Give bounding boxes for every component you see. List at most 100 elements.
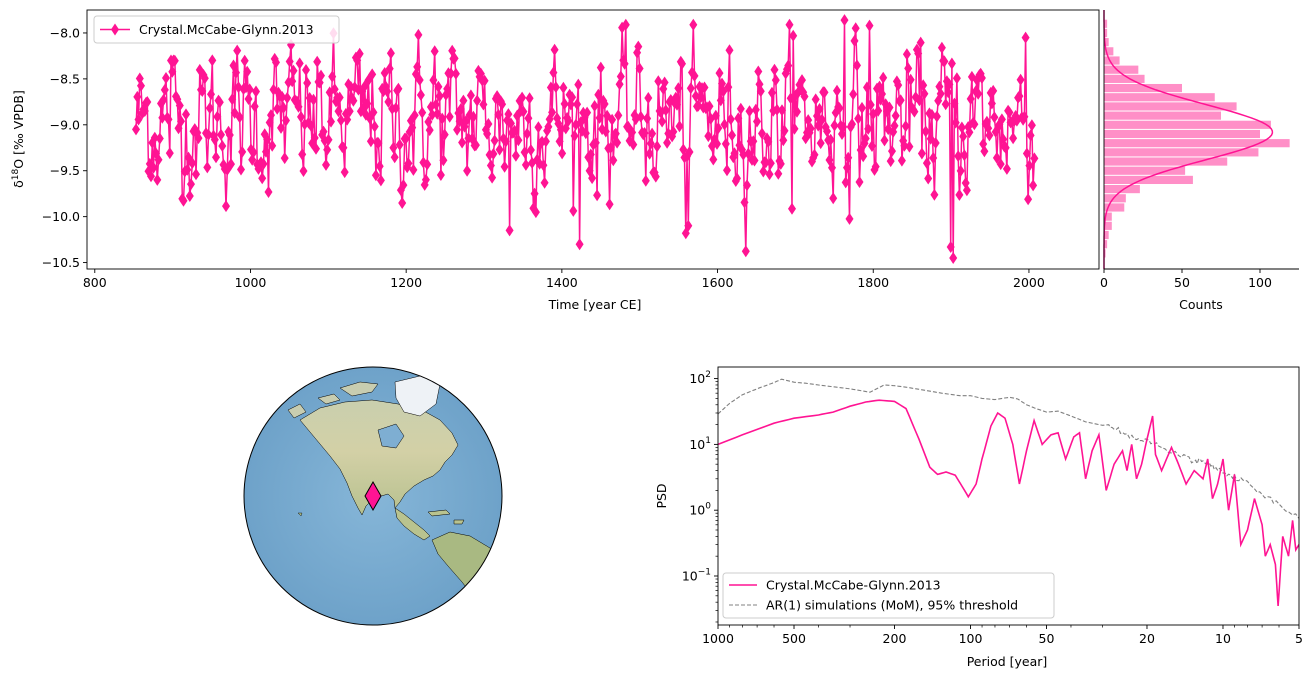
- data-point-marker: [629, 138, 638, 151]
- data-point-marker: [750, 154, 759, 167]
- data-point-marker: [733, 172, 741, 185]
- data-point-marker: [514, 134, 523, 147]
- data-point-marker: [595, 111, 604, 124]
- data-point-marker: [384, 95, 393, 108]
- data-point-marker: [894, 79, 903, 92]
- histogram-bar: [1104, 120, 1271, 129]
- data-point-marker: [785, 18, 794, 31]
- globe-outline: [243, 366, 503, 626]
- histogram-bar: [1104, 221, 1112, 230]
- data-point-marker: [295, 57, 304, 70]
- data-point-marker: [1005, 106, 1014, 119]
- data-point-marker: [885, 101, 894, 114]
- data-point-marker: [263, 133, 272, 146]
- data-point-marker: [459, 94, 468, 107]
- data-point-marker: [456, 103, 465, 115]
- psd-ar1-threshold-line: [718, 378, 1299, 519]
- data-point-marker: [225, 129, 234, 141]
- histogram-bar: [1104, 185, 1140, 194]
- data-point-marker: [974, 87, 983, 100]
- data-point-marker: [249, 146, 258, 159]
- data-point-marker: [941, 98, 950, 111]
- data-point-marker: [634, 40, 643, 53]
- data-point-marker: [501, 135, 510, 148]
- data-point-marker: [721, 137, 730, 150]
- data-point-marker: [268, 139, 277, 152]
- legend-diamond-marker: [111, 23, 119, 36]
- data-point-marker: [389, 141, 398, 154]
- data-point-marker: [158, 111, 167, 124]
- data-point-marker: [679, 143, 688, 156]
- data-point-marker: [658, 115, 667, 128]
- data-point-marker: [431, 98, 440, 111]
- data-point-marker: [886, 155, 895, 168]
- x-tick-label: 1400: [546, 275, 578, 290]
- data-point-marker: [558, 147, 567, 160]
- data-point-marker: [222, 200, 230, 213]
- data-point-marker: [534, 121, 543, 134]
- data-point-marker: [385, 62, 394, 75]
- data-point-marker: [616, 70, 625, 83]
- data-point-marker: [374, 137, 383, 150]
- data-point-marker: [970, 118, 979, 131]
- data-point-marker: [150, 131, 159, 144]
- data-point-marker: [641, 174, 650, 187]
- data-point-marker: [264, 186, 273, 198]
- data-point-marker: [946, 241, 955, 253]
- histogram-x-label: Counts: [1179, 297, 1223, 312]
- histogram-bar: [1104, 203, 1125, 212]
- data-point-marker: [330, 83, 339, 96]
- data-point-marker: [628, 126, 637, 139]
- data-point-marker: [583, 106, 592, 119]
- data-point-marker: [175, 99, 184, 112]
- timeseries-axes-frame: [86, 9, 1100, 270]
- data-point-marker: [471, 139, 480, 152]
- x-tick-label: 1800: [857, 275, 889, 290]
- data-point-marker: [285, 55, 294, 68]
- data-point-marker: [919, 79, 928, 92]
- data-point-marker: [773, 103, 781, 116]
- data-point-marker: [312, 142, 320, 155]
- data-point-marker: [204, 128, 213, 141]
- data-point-marker: [208, 54, 217, 67]
- data-point-marker: [297, 110, 305, 123]
- data-point-marker: [368, 68, 377, 81]
- data-point-marker: [416, 89, 425, 101]
- data-point-marker: [488, 171, 497, 184]
- data-point-marker: [282, 114, 290, 127]
- spectrum-x-label: Period [year]: [967, 654, 1048, 669]
- x-tick-label: 800: [83, 275, 107, 290]
- data-point-marker: [851, 22, 860, 35]
- data-point-marker: [848, 118, 856, 131]
- data-point-marker: [684, 219, 693, 232]
- data-point-marker: [840, 14, 849, 27]
- data-point-marker: [648, 127, 657, 140]
- data-point-marker: [985, 129, 994, 142]
- x-tick-label: 0: [1100, 275, 1108, 290]
- data-point-marker: [200, 72, 209, 85]
- spectrum-axes-frame: [717, 366, 1300, 626]
- data-point-marker: [620, 57, 629, 70]
- data-point-marker: [821, 121, 830, 134]
- data-point-marker: [217, 128, 225, 141]
- data-point-marker: [398, 197, 407, 209]
- x-tick-label: 100: [959, 631, 983, 646]
- data-point-marker: [859, 150, 868, 163]
- y-tick-label: −8.0: [50, 25, 80, 40]
- data-point-marker: [371, 169, 380, 182]
- data-point-marker: [952, 72, 961, 85]
- data-point-marker: [568, 91, 577, 104]
- data-point-marker: [957, 121, 966, 134]
- data-point-marker: [853, 59, 861, 72]
- data-point-marker: [1027, 119, 1036, 132]
- data-point-marker: [696, 91, 705, 104]
- data-point-marker: [183, 163, 192, 176]
- data-point-marker: [776, 157, 785, 170]
- data-point-marker: [591, 136, 600, 149]
- data-point-marker: [771, 74, 780, 87]
- data-point-marker: [550, 43, 559, 56]
- y-tick-label: −10.0: [42, 209, 80, 224]
- data-point-marker: [1022, 147, 1031, 160]
- data-point-marker: [768, 86, 776, 99]
- data-point-marker: [194, 132, 203, 145]
